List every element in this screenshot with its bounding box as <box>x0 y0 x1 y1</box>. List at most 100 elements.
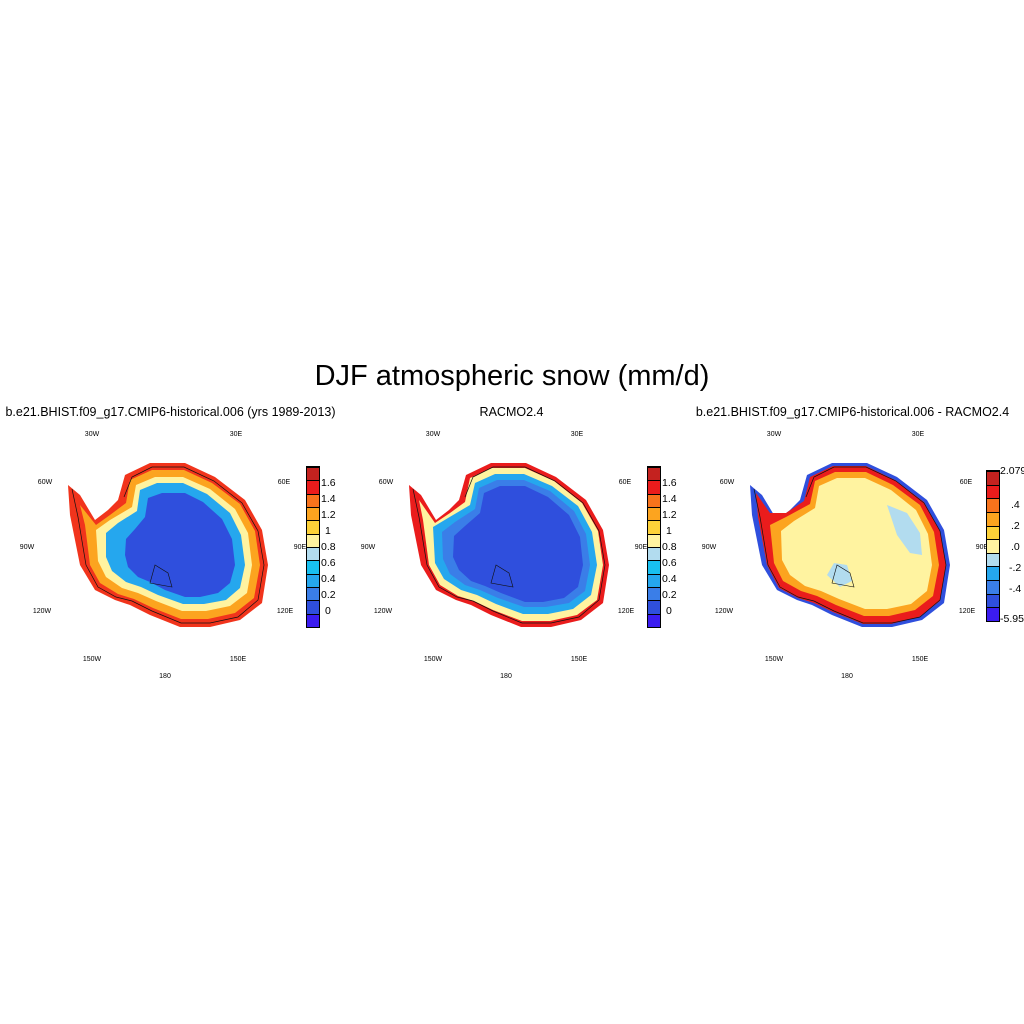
colorbar-label: 1.2 <box>662 509 677 521</box>
antarctica-map <box>409 463 609 627</box>
colorbar-swatch <box>307 613 319 627</box>
colorbar-swatch <box>648 600 660 614</box>
colorbar-label: 0.6 <box>662 557 677 569</box>
colorbar-swatch <box>648 493 660 507</box>
lon-label-30w: 30W <box>425 431 441 438</box>
colorbar-swatch <box>987 525 999 540</box>
lon-label-90w: 90W <box>19 544 35 551</box>
colorbar-label: 0.2 <box>662 589 677 601</box>
panel-racmo: RACMO2.4 30W 30E 60W 60E 90W 90E 120W 12… <box>341 405 682 695</box>
colorbar-swatch <box>307 467 319 481</box>
lon-label-90e: 90E <box>293 544 307 551</box>
lon-label-150w: 150W <box>764 656 784 663</box>
lon-label-150w: 150W <box>82 656 102 663</box>
colorbar-swatch <box>307 547 319 561</box>
colorbar-label: 1.6 <box>662 477 677 489</box>
figure-title: DJF atmospheric snow (mm/d) <box>314 360 710 392</box>
colorbar-swatch <box>307 507 319 521</box>
colorbar-label: 0 <box>666 605 672 617</box>
panel-title: b.e21.BHIST.f09_g17.CMIP6-historical.006… <box>695 405 1010 419</box>
colorbar-label: 0.6 <box>321 557 336 569</box>
colorbar-label: -.4 <box>1009 583 1022 595</box>
coastline <box>412 466 606 624</box>
coastline <box>71 466 265 624</box>
lon-label-90w: 90W <box>701 544 717 551</box>
colorbar-label: 1.2 <box>321 509 336 521</box>
colorbar-label: 1.4 <box>321 493 336 505</box>
colorbar-label: 0.4 <box>662 573 677 585</box>
lon-label-30w: 30W <box>766 431 782 438</box>
lon-label-60w: 60W <box>37 479 53 486</box>
colorbar-swatch <box>307 573 319 587</box>
lon-label-120w: 120W <box>373 608 393 615</box>
lon-label-120w: 120W <box>714 608 734 615</box>
colorbar-swatch <box>648 533 660 547</box>
colorbar-swatch <box>648 547 660 561</box>
lon-label-60e: 60E <box>959 479 973 486</box>
lon-label-60w: 60W <box>378 479 394 486</box>
panel-cesm: b.e21.BHIST.f09_g17.CMIP6-historical.006… <box>0 405 341 695</box>
colorbar-swatch <box>648 613 660 627</box>
lon-label-120e: 120E <box>276 608 294 615</box>
lon-label-150w: 150W <box>423 656 443 663</box>
colorbar-label: 2.079 <box>1000 465 1024 477</box>
colorbar-swatch <box>987 498 999 512</box>
continent-field <box>409 463 609 627</box>
panel-title: RACMO2.4 <box>479 405 544 419</box>
colorbar-abs-1 <box>306 466 320 628</box>
lon-label-30e: 30E <box>911 431 925 438</box>
colorbar-swatch <box>987 484 999 499</box>
lon-label-60e: 60E <box>618 479 632 486</box>
lon-label-30e: 30E <box>570 431 584 438</box>
colorbar-label: 0.8 <box>321 541 336 553</box>
colorbar-swatch <box>987 580 999 594</box>
colorbar-label: .4 <box>1011 499 1020 511</box>
colorbar-label: -.2 <box>1009 562 1022 574</box>
colorbar-swatch <box>987 566 999 581</box>
antarctica-map <box>750 463 950 627</box>
colorbar-label: 1.4 <box>662 493 677 505</box>
lon-label-120e: 120E <box>958 608 976 615</box>
colorbar-swatch <box>648 560 660 574</box>
colorbar-label: 0.4 <box>321 573 336 585</box>
lon-label-180: 180 <box>159 673 171 680</box>
colorbar-label: 1 <box>666 525 672 537</box>
lon-label-30e: 30E <box>229 431 243 438</box>
lon-label-150e: 150E <box>570 656 588 663</box>
colorbar-swatch <box>648 520 660 534</box>
colorbar-diff <box>986 470 1000 622</box>
colorbar-label: 0.2 <box>321 589 336 601</box>
colorbar-swatch <box>648 507 660 521</box>
coastline <box>753 466 947 624</box>
colorbar-label: -5.95 <box>1000 613 1024 625</box>
continent-field <box>750 463 950 627</box>
colorbar-swatch <box>648 480 660 494</box>
colorbar-swatch <box>307 533 319 547</box>
colorbar-swatch <box>307 600 319 614</box>
lon-label-90e: 90E <box>634 544 648 551</box>
colorbar-swatch <box>307 520 319 534</box>
colorbar-label: .2 <box>1011 520 1020 532</box>
lon-label-30w: 30W <box>84 431 100 438</box>
panel-difference: b.e21.BHIST.f09_g17.CMIP6-historical.006… <box>682 405 1023 695</box>
colorbar-swatch <box>987 471 999 485</box>
colorbar-swatch <box>307 587 319 601</box>
lon-label-180: 180 <box>841 673 853 680</box>
colorbar-abs-2 <box>647 466 661 628</box>
colorbar-label: 1.6 <box>321 477 336 489</box>
colorbar-swatch <box>307 480 319 494</box>
lon-label-120w: 120W <box>32 608 52 615</box>
colorbar-label: 0.8 <box>662 541 677 553</box>
colorbar-label: 1 <box>325 525 331 537</box>
colorbar-swatch <box>648 467 660 481</box>
panel-title: b.e21.BHIST.f09_g17.CMIP6-historical.006… <box>5 405 336 419</box>
lon-label-180: 180 <box>500 673 512 680</box>
colorbar-swatch <box>987 593 999 608</box>
continent-field <box>68 463 268 627</box>
lon-label-90w: 90W <box>360 544 376 551</box>
colorbar-label: 0 <box>325 605 331 617</box>
lon-label-150e: 150E <box>911 656 929 663</box>
lon-label-60e: 60E <box>277 479 291 486</box>
lon-label-150e: 150E <box>229 656 247 663</box>
